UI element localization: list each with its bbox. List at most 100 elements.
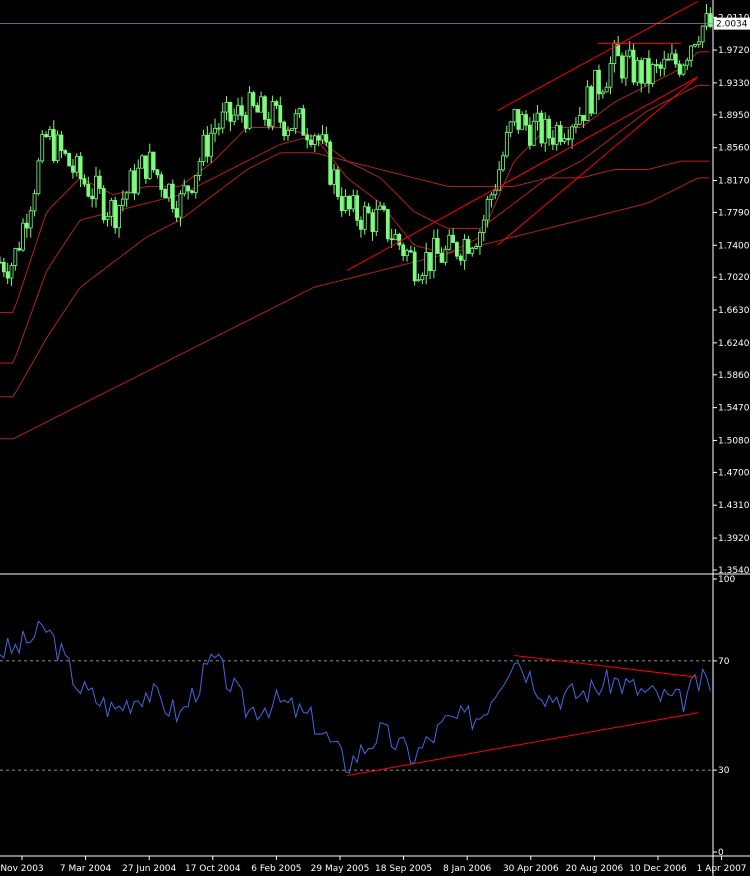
candle-body: [562, 138, 567, 142]
candle-body: [32, 193, 37, 212]
candle-body: [186, 185, 191, 192]
candle-body: [681, 64, 686, 75]
candle-body: [113, 200, 118, 229]
candle-body: [170, 183, 175, 209]
candle-body: [335, 169, 340, 197]
candle-body: [105, 215, 110, 221]
candle-body: [167, 183, 171, 199]
candle-body: [524, 114, 528, 126]
candle-body: [470, 247, 475, 254]
time-tick-label: 10 Dec 2006: [629, 864, 687, 874]
candle-body: [324, 134, 329, 143]
candle-body: [397, 234, 402, 246]
candle-body: [78, 156, 83, 180]
current-price-label: 2.0034: [716, 20, 748, 30]
candle-body: [351, 195, 356, 210]
candle-body: [24, 222, 29, 229]
candle-body: [493, 189, 498, 196]
candle-body: [428, 252, 432, 272]
candle-body: [71, 165, 75, 173]
moving-average-2: [0, 84, 710, 364]
candle-body: [393, 234, 398, 241]
time-tick-label: 6 Feb 2005: [251, 864, 301, 874]
candle-body: [220, 111, 225, 129]
candle-body: [255, 105, 260, 113]
candle-body: [328, 141, 333, 185]
candle-body: [535, 112, 540, 122]
candle-body: [355, 195, 359, 221]
price-tick-label: 1.6240: [718, 339, 750, 349]
candle-body: [554, 125, 559, 145]
candle-body: [82, 178, 87, 185]
candle-body: [216, 127, 221, 130]
time-axis: Nov 2003 7 Mar 2004 27 Jun 2004 17 Oct 2004…: [0, 855, 750, 874]
time-tick-label: 8 Jan 2006: [443, 864, 491, 874]
candle-body: [593, 69, 598, 114]
time-tick-label: 1 Apr 2007: [697, 864, 747, 874]
candle-body: [650, 64, 655, 84]
time-tick-label: 18 Sep 2005: [375, 864, 432, 874]
moving-average-3: [0, 152, 710, 398]
candle-body: [163, 189, 168, 199]
candle-body: [159, 174, 164, 190]
candle-body: [278, 105, 283, 123]
price-tick-label: 1.5080: [718, 436, 750, 446]
candle-body: [604, 86, 609, 93]
osc-tick-label: 100: [718, 575, 735, 585]
time-tick-label: 7 Mar 2004: [60, 864, 112, 874]
candle-body: [40, 134, 45, 162]
moving-average-1: [0, 51, 710, 314]
candle-body: [282, 121, 287, 137]
candle-body: [101, 188, 106, 221]
candle-body: [312, 135, 317, 145]
candle-body: [55, 134, 60, 162]
candle-body: [408, 250, 413, 253]
candle-body: [577, 115, 582, 125]
oscillator-line: [0, 620, 711, 774]
candle-body: [251, 92, 256, 106]
candle-body: [466, 239, 471, 254]
candle-body: [696, 41, 701, 45]
candle-body: [374, 208, 379, 232]
candle-body: [228, 102, 233, 122]
candle-body: [128, 170, 133, 194]
candle-body: [1, 262, 6, 273]
candle-body: [190, 190, 194, 193]
price-tick-label: 1.9330: [718, 79, 750, 89]
candle-body: [439, 253, 444, 263]
candle-body: [401, 244, 406, 257]
candle-body: [673, 53, 678, 65]
candle-body: [270, 101, 275, 127]
candle-body: [263, 96, 267, 120]
price-tick-label: 1.5470: [718, 404, 750, 414]
candle-body: [86, 183, 91, 197]
candle-body: [293, 113, 298, 129]
candle-body: [274, 101, 279, 106]
time-tick-label: 27 Jun 2004: [122, 864, 176, 874]
candle-body: [474, 246, 479, 249]
candle-body: [489, 194, 494, 200]
candle-body: [531, 120, 536, 146]
candle-body: [608, 63, 613, 88]
candles: [0, 3, 713, 286]
candle-body: [623, 55, 628, 79]
price-trendline-1: [346, 76, 699, 271]
candle-body: [236, 105, 240, 116]
time-tick-label: 20 Aug 2006: [566, 864, 624, 874]
candle-body: [132, 170, 137, 194]
candle-body: [63, 150, 68, 154]
candle-body: [631, 49, 636, 83]
candle-body: [431, 237, 436, 272]
candle-body: [140, 155, 144, 169]
candle-body: [566, 138, 571, 141]
candle-body: [547, 118, 551, 139]
candle-body: [286, 129, 290, 137]
candle-body: [59, 134, 64, 151]
candle-body: [378, 205, 383, 210]
osc-tick-label: 0: [718, 848, 724, 858]
candle-body: [97, 175, 102, 189]
price-tick-label: 1.7400: [718, 241, 750, 251]
candle-body: [362, 206, 367, 230]
candle-body: [243, 114, 248, 129]
candle-body: [424, 252, 429, 276]
